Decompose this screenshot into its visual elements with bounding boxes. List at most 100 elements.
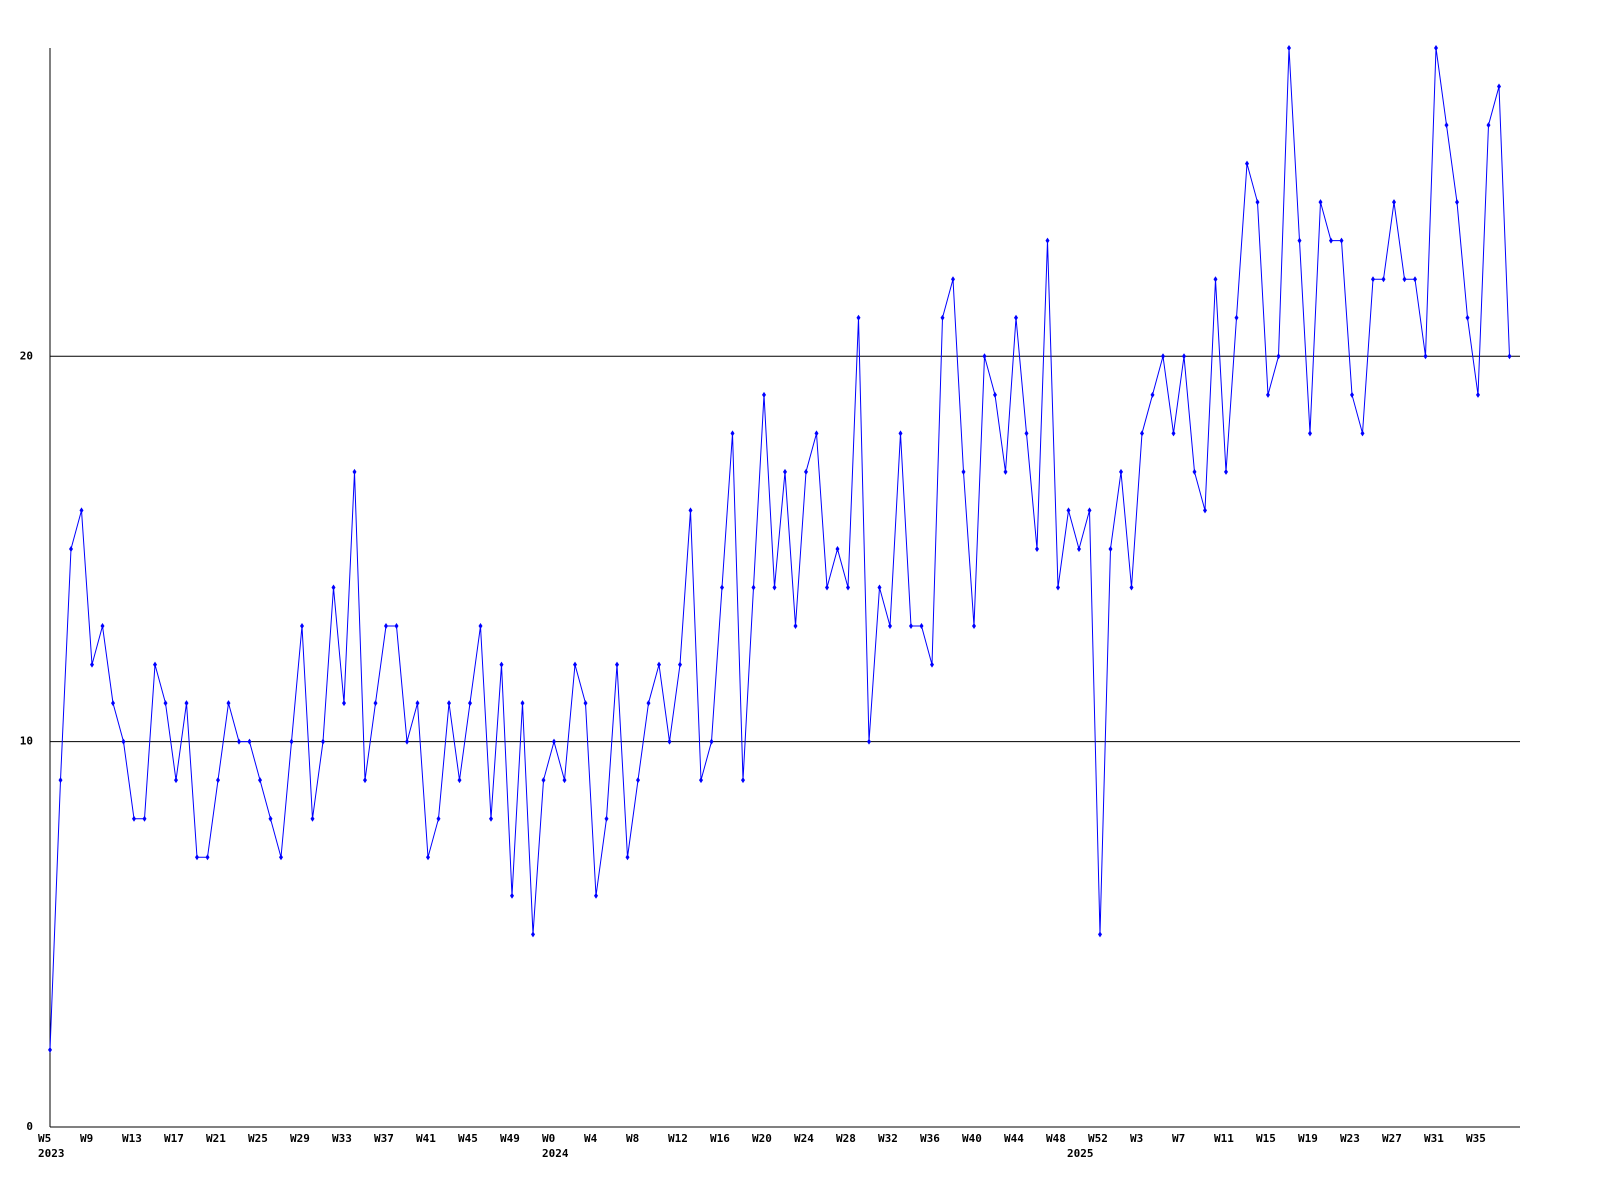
point	[1098, 931, 1102, 938]
point	[289, 738, 294, 745]
point	[772, 584, 777, 591]
point	[1444, 122, 1449, 129]
point	[1056, 584, 1060, 591]
point	[58, 777, 63, 784]
point	[940, 314, 945, 321]
point	[961, 468, 966, 475]
point	[1329, 237, 1333, 244]
year-label: 2025	[1067, 1147, 1094, 1160]
x-tick-label: W45	[458, 1132, 478, 1145]
point	[699, 777, 703, 784]
point	[1392, 199, 1396, 206]
point	[342, 700, 346, 707]
point	[205, 854, 210, 861]
point	[1203, 507, 1207, 514]
point	[1150, 391, 1155, 398]
point	[300, 623, 304, 630]
point	[468, 700, 472, 707]
point	[636, 777, 640, 784]
point	[1486, 122, 1491, 129]
x-tick-label: W44	[1004, 1132, 1024, 1145]
point	[184, 700, 189, 707]
point	[48, 1046, 52, 1053]
point	[1413, 276, 1417, 283]
point	[1434, 45, 1438, 51]
y-tick-label: 10	[20, 735, 33, 748]
point	[1224, 468, 1228, 475]
point	[279, 854, 283, 861]
point	[972, 623, 976, 630]
point	[1465, 314, 1470, 321]
x-tick-label: W21	[206, 1132, 226, 1145]
point	[426, 854, 430, 861]
x-tick-label: W20	[752, 1132, 772, 1145]
point	[1497, 83, 1501, 90]
x-tick-label: W27	[1382, 1132, 1402, 1145]
point	[835, 545, 840, 552]
point	[247, 738, 252, 745]
point	[352, 468, 357, 475]
point	[930, 661, 934, 668]
x-tick-label: W0	[542, 1132, 555, 1145]
point	[1402, 276, 1407, 283]
x-tick-label: W36	[920, 1132, 940, 1145]
point	[793, 623, 798, 630]
point	[373, 700, 378, 707]
point	[1035, 545, 1039, 552]
point	[163, 700, 168, 707]
point	[667, 738, 672, 745]
point	[1140, 430, 1144, 437]
point	[825, 584, 829, 591]
x-tick-label: W48	[1046, 1132, 1066, 1145]
point	[1371, 276, 1375, 283]
x-tick-label: W28	[836, 1132, 856, 1145]
point	[1161, 353, 1165, 360]
point	[394, 623, 399, 630]
x-tick-label: W35	[1466, 1132, 1486, 1145]
x-tick-label: W4	[584, 1132, 598, 1145]
x-tick-label: W25	[248, 1132, 268, 1145]
point	[1308, 430, 1312, 437]
point	[1255, 199, 1260, 206]
point	[405, 738, 409, 745]
x-tick-label: W12	[668, 1132, 688, 1145]
point	[730, 430, 735, 437]
point	[1003, 468, 1008, 475]
x-tick-label: W11	[1214, 1132, 1234, 1145]
point	[888, 623, 892, 630]
point	[111, 700, 115, 707]
point	[1234, 314, 1239, 321]
point	[69, 545, 73, 552]
point	[132, 815, 136, 822]
point	[384, 623, 388, 630]
point	[489, 815, 493, 822]
point	[709, 738, 714, 745]
x-tick-label: W23	[1340, 1132, 1360, 1145]
point	[982, 353, 987, 360]
point	[79, 507, 84, 514]
point	[646, 700, 651, 707]
x-tick-label: W37	[374, 1132, 394, 1145]
point	[678, 661, 682, 668]
point	[520, 700, 525, 707]
x-tick-label: W19	[1298, 1132, 1318, 1145]
x-tick-label: W16	[710, 1132, 730, 1145]
point	[237, 738, 241, 745]
point	[1339, 237, 1344, 244]
point	[720, 584, 724, 591]
point	[993, 391, 997, 398]
point	[1245, 160, 1249, 167]
x-tick-label: W31	[1424, 1132, 1444, 1145]
x-tick-label: W7	[1172, 1132, 1185, 1145]
point	[174, 777, 178, 784]
point	[762, 391, 766, 398]
x-tick-label: W40	[962, 1132, 982, 1145]
point	[846, 584, 850, 591]
series-line	[49, 47, 1510, 1050]
point	[331, 584, 336, 591]
point	[1423, 353, 1428, 360]
year-label: 2023	[38, 1147, 65, 1160]
point	[363, 777, 367, 784]
point	[919, 623, 924, 630]
